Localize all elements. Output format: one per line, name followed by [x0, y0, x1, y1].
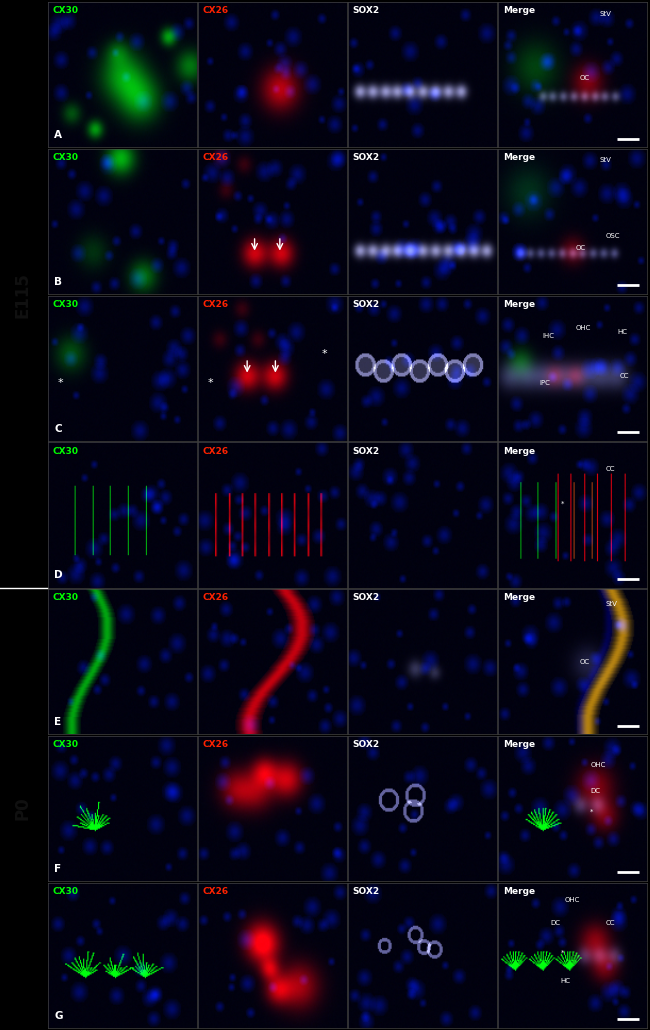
Text: OC: OC	[580, 659, 590, 664]
Text: SOX2: SOX2	[352, 153, 380, 162]
Text: A: A	[54, 130, 62, 140]
Text: CC: CC	[620, 373, 629, 378]
Text: OC: OC	[580, 74, 590, 80]
Text: Merge: Merge	[502, 741, 535, 749]
Text: OHC: OHC	[575, 324, 591, 331]
Text: CX26: CX26	[203, 741, 229, 749]
Text: CX26: CX26	[203, 887, 229, 896]
Text: CX30: CX30	[53, 447, 79, 455]
Text: *: *	[590, 809, 593, 815]
Text: *: *	[322, 349, 327, 358]
Text: *: *	[560, 950, 564, 956]
Text: IHC: IHC	[543, 334, 554, 339]
Text: CX26: CX26	[203, 593, 229, 603]
Text: F: F	[54, 864, 61, 873]
Text: OHC: OHC	[565, 897, 580, 903]
Text: CX26: CX26	[203, 447, 229, 455]
Text: Merge: Merge	[502, 6, 535, 15]
Text: SOX2: SOX2	[352, 6, 380, 15]
Text: CX30: CX30	[53, 6, 79, 15]
Text: SOX2: SOX2	[352, 741, 380, 749]
Text: CX30: CX30	[53, 593, 79, 603]
Text: Merge: Merge	[502, 887, 535, 896]
Text: OC: OC	[575, 245, 586, 250]
Text: Merge: Merge	[502, 447, 535, 455]
Text: DC: DC	[550, 921, 560, 926]
Text: *: *	[207, 378, 213, 387]
Text: StV: StV	[605, 600, 617, 607]
Text: DC: DC	[590, 788, 601, 794]
Text: P0: P0	[14, 796, 32, 820]
Text: CX30: CX30	[53, 887, 79, 896]
Text: SOX2: SOX2	[352, 887, 380, 896]
Text: SOX2: SOX2	[352, 593, 380, 603]
Text: E115: E115	[14, 272, 32, 318]
Text: D: D	[54, 571, 62, 580]
Text: StV: StV	[599, 10, 611, 16]
Text: CX26: CX26	[203, 153, 229, 162]
Text: Merge: Merge	[502, 593, 535, 603]
Text: CX30: CX30	[53, 300, 79, 309]
Text: SOX2: SOX2	[352, 300, 380, 309]
Text: OSC: OSC	[605, 233, 619, 239]
Text: CX26: CX26	[203, 6, 229, 15]
Text: E: E	[54, 717, 61, 727]
Text: G: G	[54, 1010, 62, 1021]
Text: StV: StV	[599, 158, 611, 164]
Text: CC: CC	[605, 466, 615, 472]
Text: IPC: IPC	[540, 380, 551, 386]
Text: HC: HC	[617, 329, 627, 335]
Text: CX30: CX30	[53, 153, 79, 162]
Text: CX26: CX26	[203, 300, 229, 309]
Text: Merge: Merge	[502, 153, 535, 162]
Text: B: B	[54, 277, 62, 287]
Text: C: C	[54, 423, 62, 434]
Text: SOX2: SOX2	[352, 447, 380, 455]
Text: Merge: Merge	[502, 300, 535, 309]
Text: OHC: OHC	[590, 762, 606, 768]
Text: HC: HC	[560, 978, 571, 985]
Text: *: *	[57, 378, 63, 387]
Text: CC: CC	[605, 921, 615, 926]
Text: *: *	[560, 501, 564, 507]
Text: CX30: CX30	[53, 741, 79, 749]
